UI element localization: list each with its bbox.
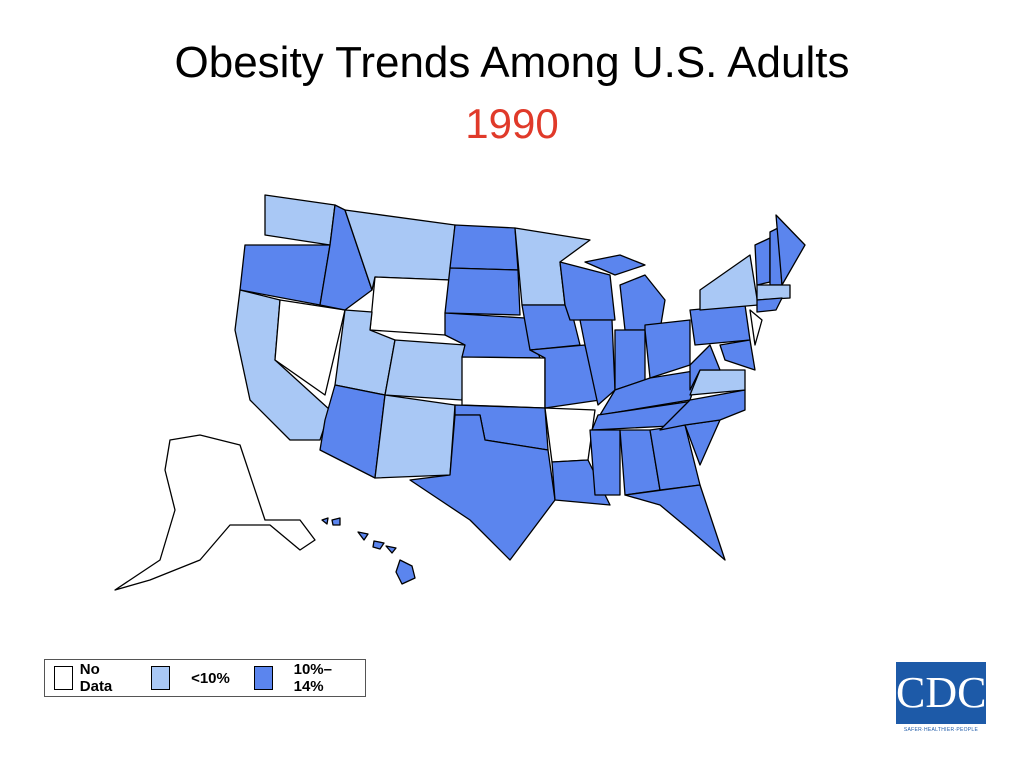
legend-label: No Data bbox=[79, 661, 113, 695]
legend-swatch bbox=[151, 666, 171, 690]
legend-swatch bbox=[54, 666, 73, 690]
title: Obesity Trends Among U.S. Adults bbox=[174, 38, 850, 87]
subtitle: 1990 bbox=[465, 100, 559, 147]
cdc-tagline: SAFER·HEALTHIER·PEOPLE bbox=[903, 727, 979, 733]
cdc-logo: CDC bbox=[896, 662, 986, 724]
legend-label: <10% bbox=[191, 669, 230, 687]
legend-label: 10%–14% bbox=[293, 661, 332, 695]
legend-swatch bbox=[253, 666, 273, 690]
legend: No Data <10% 10%–14% bbox=[44, 659, 366, 697]
